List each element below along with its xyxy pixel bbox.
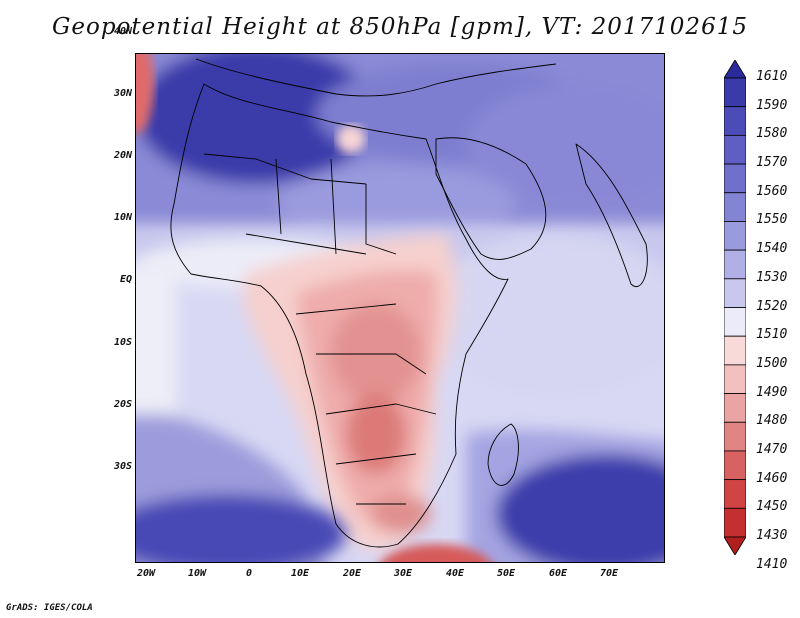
colorbar-swatch [724, 278, 746, 308]
northern-high-region [136, 54, 664, 244]
lon-label-30e: 30E [393, 568, 413, 579]
lat-label-30s: 30S [113, 461, 132, 472]
colorbar-level-label: 1470 [756, 441, 788, 457]
colorbar-swatch [724, 507, 746, 538]
lon-label-0: 0 [245, 568, 253, 579]
colorbar-level-label: 1610 [756, 69, 788, 84]
colorbar-level-label: 1530 [756, 269, 788, 285]
lon-label-50e: 50E [496, 568, 516, 579]
madagascar-coastline [487, 423, 519, 486]
colorbar-level-label: 1410 [756, 556, 788, 572]
arabia-coastline [435, 137, 547, 260]
lon-label-20e: 20E [342, 568, 362, 579]
lon-label-10w: 10W [187, 568, 207, 579]
chart-title: Geopotential Height at 850hPa [gpm], VT:… [52, 14, 748, 40]
southern-high-region [136, 264, 664, 562]
colorbar-swatch [724, 536, 746, 555]
colorbar-swatch [724, 307, 746, 337]
colorbar-swatch [724, 221, 746, 251]
colorbar-swatch [724, 335, 746, 366]
lat-label-eq: EQ [119, 274, 132, 285]
colorbar-level-label: 1560 [756, 183, 788, 199]
southern-tip-low [381, 544, 491, 562]
colorbar-level-label: 1540 [756, 241, 788, 257]
colorbar-swatch [724, 364, 746, 394]
colorbar-level-label: 1590 [756, 97, 788, 113]
colorbar-level-label: 1550 [756, 212, 788, 228]
colorbar-swatch [724, 450, 746, 481]
africa-coastline [170, 83, 509, 548]
colorbar-swatch [724, 106, 746, 136]
country-borders [203, 153, 437, 505]
northwest-corner-low [136, 54, 154, 134]
lat-label-20n: 20N [113, 150, 132, 161]
colorbar-swatch [724, 60, 746, 79]
lon-label-10e: 10E [290, 568, 310, 579]
colorbar-swatch [724, 192, 746, 222]
map-svg [136, 54, 664, 562]
lon-label-20w: 20W [136, 568, 156, 579]
europe-coastline [195, 58, 557, 97]
colorbar-level-label: 1500 [756, 355, 788, 371]
lon-label-60e: 60E [548, 568, 568, 579]
colorbar-level-label: 1460 [756, 470, 788, 486]
lat-label-40n: 40N [113, 26, 132, 37]
colorbar-level-label: 1510 [756, 327, 788, 343]
colorbar-level-label: 1490 [756, 384, 788, 400]
lat-label-20s: 20S [113, 399, 132, 410]
map-plot[interactable] [135, 53, 665, 563]
colorbar-level-label: 1580 [756, 126, 788, 142]
lat-label-30n: 30N [113, 88, 132, 99]
mediterranean-low [337, 125, 365, 153]
footer-credit: GrADS: IGES/COLA [6, 603, 93, 613]
colorbar-swatch [724, 421, 746, 452]
colorbar-swatch [724, 77, 746, 108]
colorbar-level-label: 1570 [756, 155, 788, 171]
lat-label-10s: 10S [113, 337, 132, 348]
colorbar-level-label: 1520 [756, 298, 788, 314]
lon-label-40e: 40E [445, 568, 465, 579]
colorbar-level-label: 1450 [756, 499, 788, 515]
colorbar-swatch [724, 393, 746, 423]
colorbar [724, 60, 746, 555]
colorbar-swatch [724, 134, 746, 165]
colorbar-swatch [724, 479, 746, 509]
lon-label-70e: 70E [599, 568, 619, 579]
lat-label-10n: 10N [113, 212, 132, 223]
india-coastline [575, 143, 648, 287]
colorbar-level-label: 1430 [756, 528, 788, 543]
colorbar-swatch [724, 163, 746, 194]
colorbar-swatch [724, 249, 746, 280]
colorbar-level-label: 1480 [756, 413, 788, 429]
coastlines [170, 58, 648, 548]
